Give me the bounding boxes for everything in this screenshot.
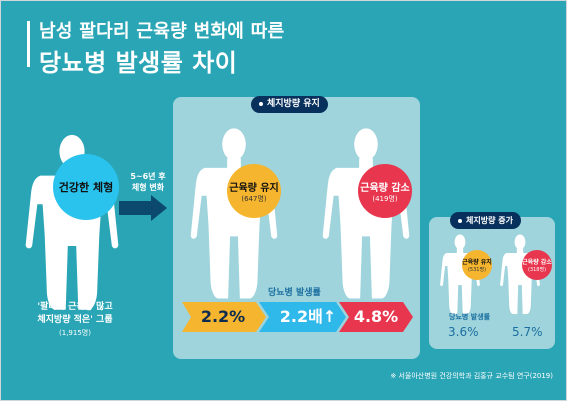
rate-band: 2.2% 2.2배↑ 4.8% xyxy=(182,302,413,332)
muscle-loss-label: 근육량 감소 xyxy=(360,182,410,194)
small-muscle-loss-count: (318명) xyxy=(527,267,547,273)
transition-line-2: 체형 변화 xyxy=(131,183,165,192)
tag-bullet-icon xyxy=(259,101,263,106)
muscle-keep-label: 근육량 유지 xyxy=(229,182,279,194)
muscle-keep-count: (647명) xyxy=(241,194,267,203)
fat-increase-tag: 체지방량 증가 xyxy=(450,212,521,229)
title-line-2: 당뇨병 발생률 차이 xyxy=(39,49,238,77)
left-group-caption: '팔다리 근육량 많고 체지방량 적은' 그룹 (1,915명) xyxy=(15,301,135,340)
fat-increase-tag-label: 체지방량 증가 xyxy=(466,216,513,225)
healthy-body-circle: 건강한 체형 xyxy=(53,154,119,220)
healthy-body-label: 건강한 체형 xyxy=(58,181,114,194)
small-muscle-keep-label: 근육량 유지 xyxy=(462,259,492,266)
muscle-keep-circle: 근육량 유지 (647명) xyxy=(227,164,281,218)
small-muscle-keep-circle: 근육량 유지 (531명) xyxy=(462,250,492,280)
left-group-line-2: 체지방량 적은' 그룹 xyxy=(37,315,113,325)
small-rate-label: 당뇨병 발생률 xyxy=(449,313,491,321)
tag-bullet-icon xyxy=(458,218,462,223)
rate-loss-arrow xyxy=(339,302,413,332)
fat-maintain-tag: 체지방량 유지 xyxy=(251,96,328,113)
rate-label: 당뇨병 발생률 xyxy=(268,288,321,298)
rate-keep-arrow xyxy=(182,302,266,332)
small-muscle-keep-count: (531명) xyxy=(467,267,487,273)
title-accent-bar xyxy=(27,21,30,67)
small-rate-loss: 5.7% xyxy=(512,325,543,339)
ratio-value: 2.2배↑ xyxy=(279,307,337,326)
left-group-line-1: '팔다리 근육량 많고 xyxy=(37,302,113,312)
muscle-loss-count: (419명) xyxy=(372,194,398,203)
rate-loss-value: 4.8% xyxy=(353,307,399,326)
title-line-1: 남성 팔다리 근육량 변화에 따른 xyxy=(39,21,285,42)
muscle-loss-circle: 근육량 감소 (419명) xyxy=(358,164,412,218)
small-muscle-loss-circle: 근육량 감소 (318명) xyxy=(522,250,552,280)
left-group-count: (1,915명) xyxy=(59,329,91,337)
transition-line-1: 5~6년 후 xyxy=(130,172,166,181)
ratio-arrow xyxy=(259,302,346,332)
source-footnote: ※ 서울아산병원 건강의학과 김홍규 교수팀 연구(2019) xyxy=(390,372,553,380)
small-rate-keep: 3.6% xyxy=(448,325,479,339)
rate-keep-value: 2.2% xyxy=(200,307,246,326)
fat-maintain-tag-label: 체지방량 유지 xyxy=(267,99,320,109)
transition-caption: 5~6년 후 체형 변화 xyxy=(126,171,170,193)
transition-arrow xyxy=(119,195,167,221)
small-muscle-loss-label: 근육량 감소 xyxy=(522,259,552,266)
